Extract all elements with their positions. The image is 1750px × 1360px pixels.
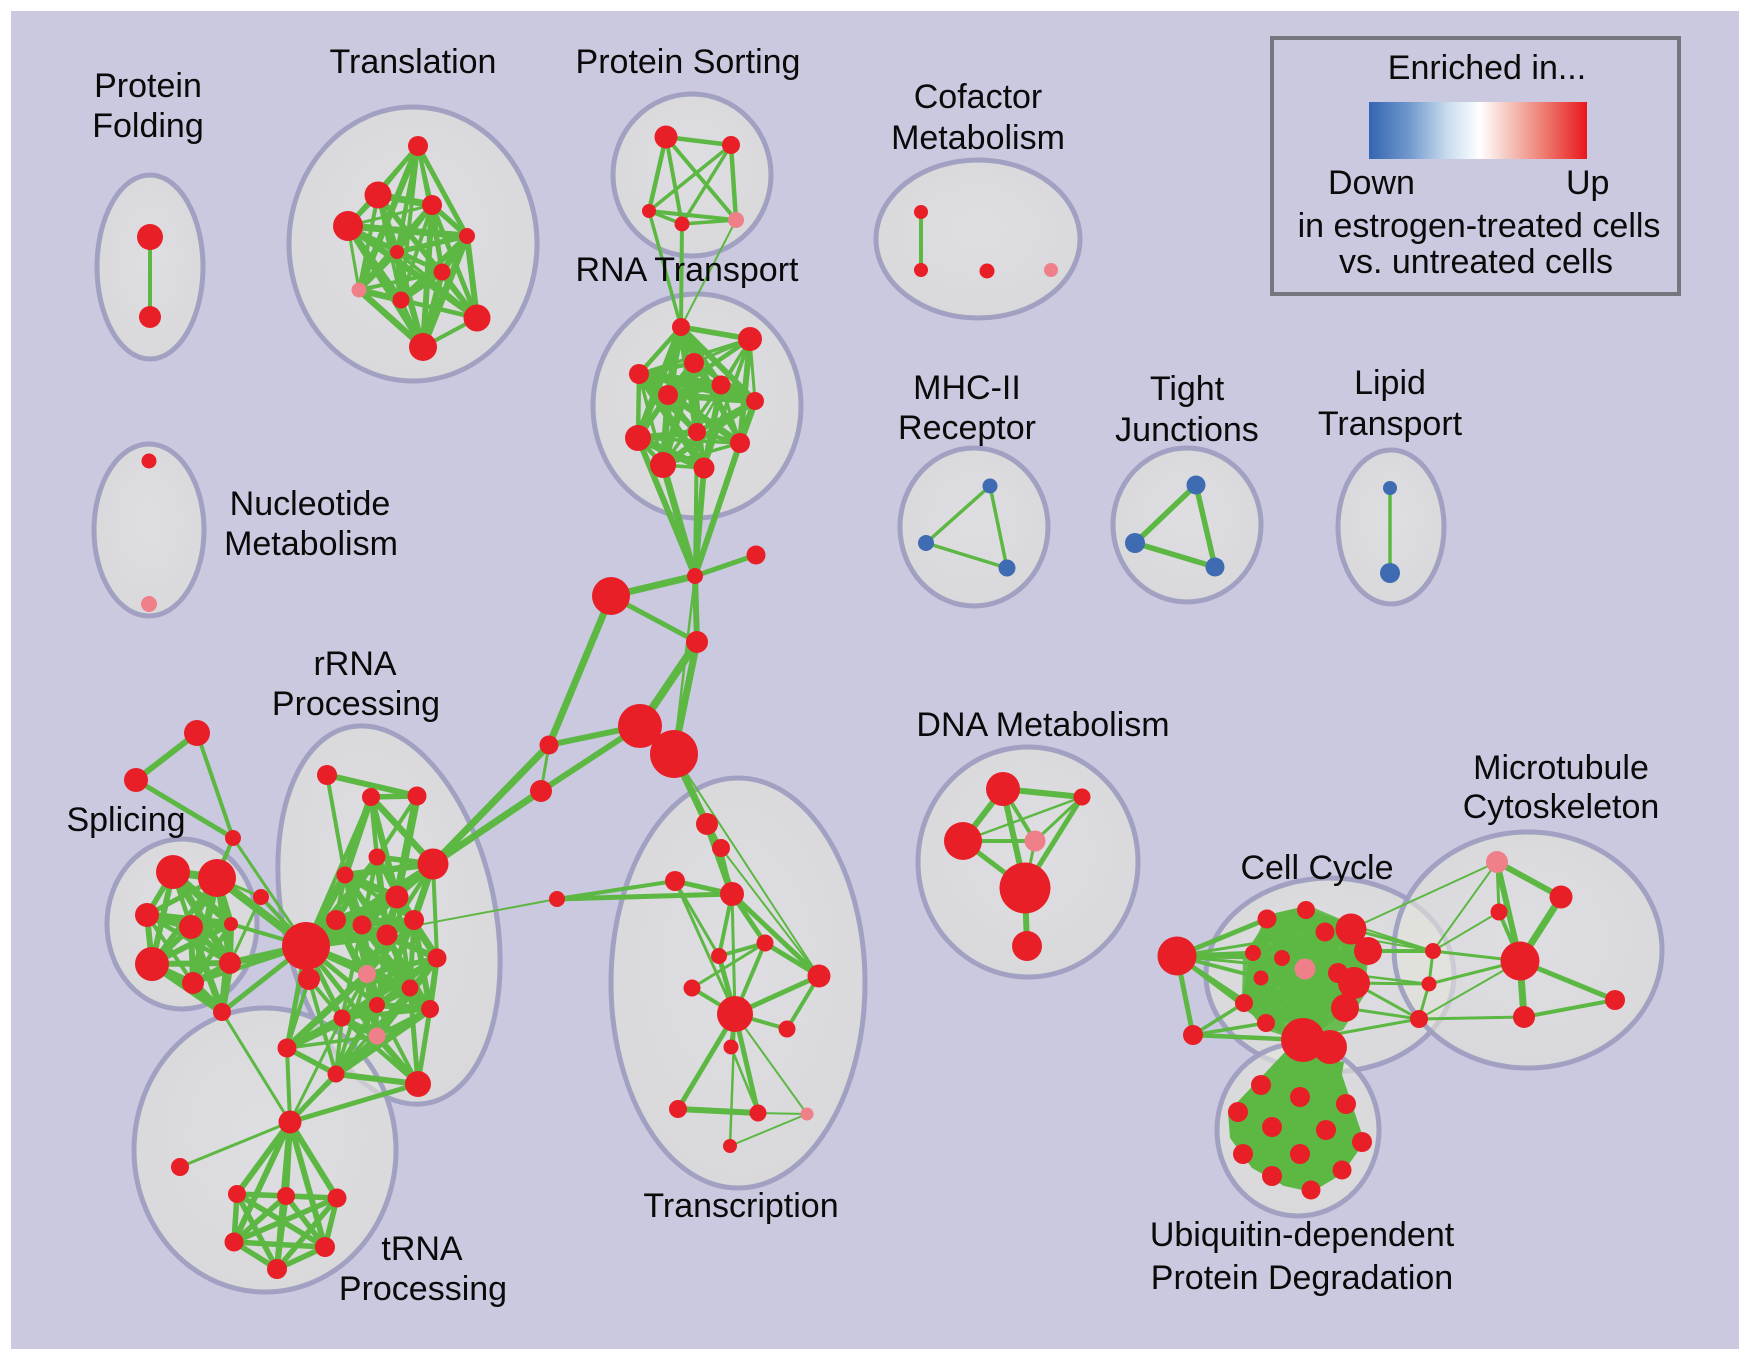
svg-text:rRNA: rRNA [313,645,396,683]
svg-text:Processing: Processing [272,685,440,723]
svg-text:Enriched in...: Enriched in... [1388,49,1586,87]
svg-text:tRNA: tRNA [381,1230,463,1268]
svg-text:Nucleotide: Nucleotide [230,485,391,523]
svg-text:Receptor: Receptor [898,409,1036,447]
svg-text:Cytoskeleton: Cytoskeleton [1463,788,1660,826]
svg-text:Protein: Protein [94,67,202,105]
svg-text:Splicing: Splicing [66,801,185,839]
svg-text:Tight: Tight [1150,370,1225,408]
svg-text:Metabolism: Metabolism [891,119,1065,157]
svg-text:RNA Transport: RNA Transport [576,251,800,289]
svg-text:Protein Degradation: Protein Degradation [1151,1259,1453,1297]
svg-text:Transcription: Transcription [643,1187,838,1225]
svg-text:Processing: Processing [339,1270,507,1308]
svg-text:DNA Metabolism: DNA Metabolism [916,706,1169,744]
svg-text:Translation: Translation [330,43,497,81]
svg-text:Protein Sorting: Protein Sorting [576,43,801,81]
svg-text:Down: Down [1328,164,1415,202]
svg-text:Transport: Transport [1318,405,1463,443]
svg-text:Ubiquitin-dependent: Ubiquitin-dependent [1150,1216,1455,1254]
svg-text:vs. untreated cells: vs. untreated cells [1339,243,1613,281]
svg-text:Metabolism: Metabolism [224,525,398,563]
svg-text:Microtubule: Microtubule [1473,749,1649,787]
svg-text:in estrogen-treated cells: in estrogen-treated cells [1298,207,1661,245]
svg-text:Junctions: Junctions [1115,411,1259,449]
svg-text:Folding: Folding [92,107,204,145]
svg-text:Cell Cycle: Cell Cycle [1240,849,1393,887]
svg-text:Lipid: Lipid [1354,364,1426,402]
svg-text:Cofactor: Cofactor [914,78,1043,116]
svg-text:Up: Up [1566,164,1609,202]
svg-text:MHC-II: MHC-II [913,369,1021,407]
